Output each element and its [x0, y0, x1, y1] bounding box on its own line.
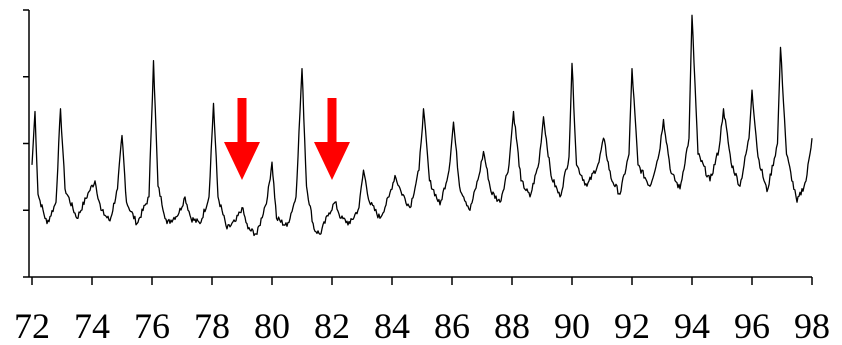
x-tick-label: 94 [674, 306, 710, 345]
x-tick-label: 88 [494, 306, 530, 345]
x-tick-label: 96 [734, 306, 770, 345]
x-tick-label: 80 [254, 306, 290, 345]
series-line [31, 14, 813, 237]
x-tick-labels: 72 74 76 78 80 82 84 86 88 90 92 94 96 98 [14, 306, 830, 345]
x-tick-label: 84 [374, 306, 410, 345]
red-arrow-annotation [314, 98, 350, 180]
x-tick-label: 98 [794, 306, 830, 345]
x-tick-label: 74 [74, 306, 110, 345]
red-arrow-annotation [224, 98, 260, 180]
x-ticks [31, 277, 813, 285]
series-group [31, 14, 813, 237]
y-ticks [23, 9, 29, 278]
x-tick-label: 78 [194, 306, 230, 345]
x-tick-label: 72 [14, 306, 50, 345]
x-tick-label: 82 [314, 306, 350, 345]
x-tick-label: 90 [554, 306, 590, 345]
x-tick-label: 76 [134, 306, 170, 345]
x-tick-label: 92 [614, 306, 650, 345]
x-tick-label: 86 [434, 306, 470, 345]
annotations [224, 98, 350, 180]
